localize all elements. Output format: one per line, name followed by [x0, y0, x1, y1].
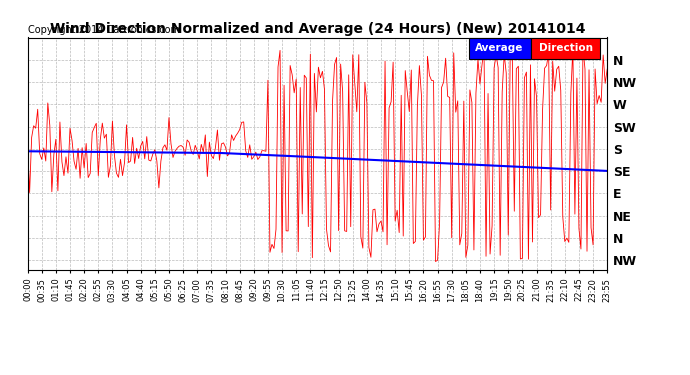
Title: Wind Direction Normalized and Average (24 Hours) (New) 20141014: Wind Direction Normalized and Average (2…	[50, 22, 585, 36]
Text: Direction: Direction	[539, 43, 593, 53]
Text: Average: Average	[475, 43, 524, 53]
Text: Copyright 2014 Cartronics.com: Copyright 2014 Cartronics.com	[28, 25, 179, 35]
